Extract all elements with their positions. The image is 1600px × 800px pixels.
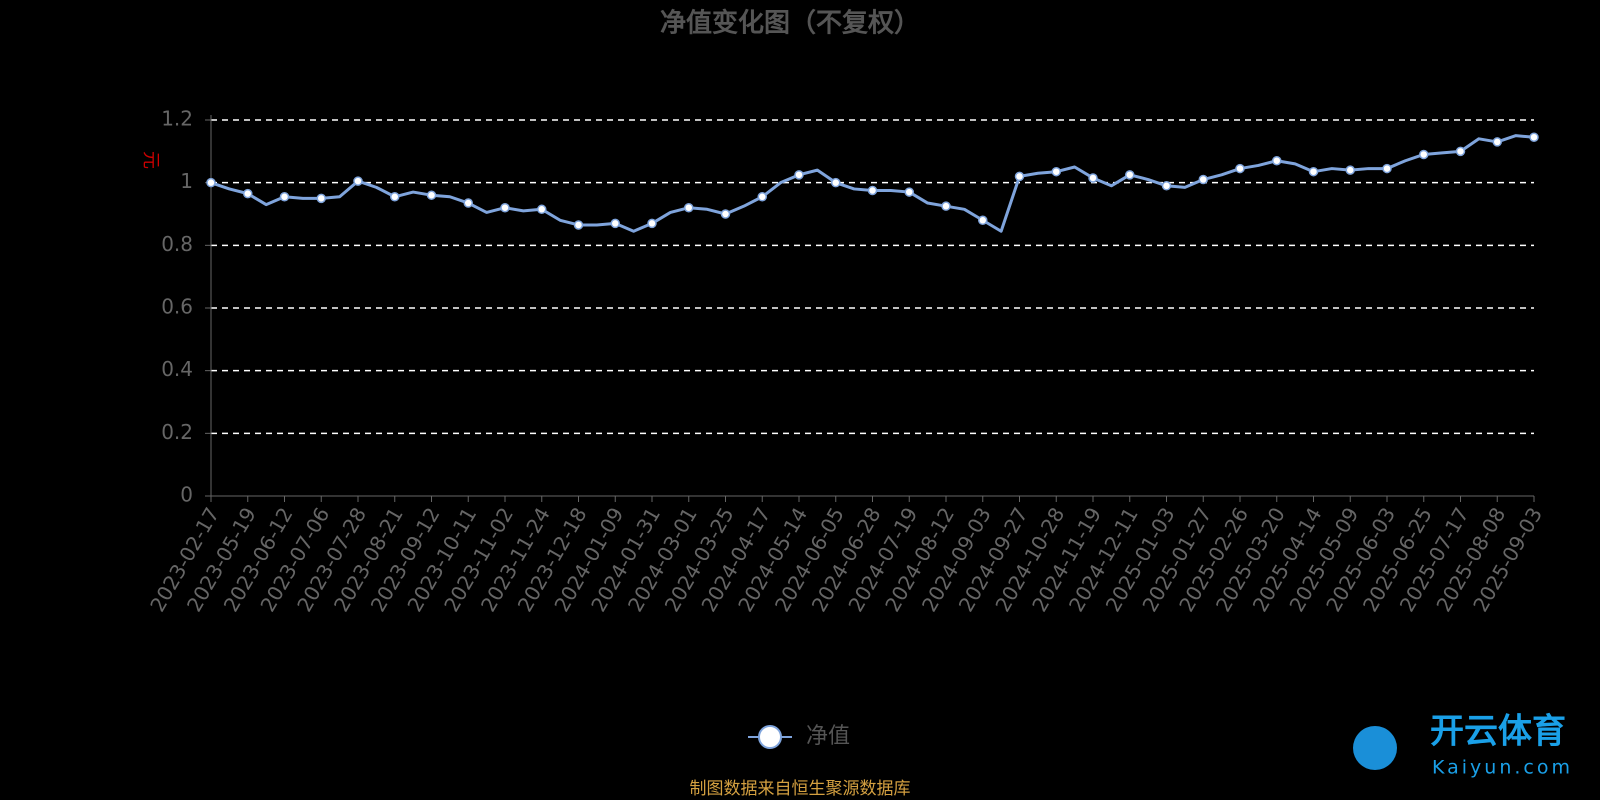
point-marker xyxy=(1529,132,1539,142)
legend-marker xyxy=(758,725,782,749)
point-marker xyxy=(1419,149,1429,160)
point-marker xyxy=(1161,181,1172,191)
point-marker xyxy=(316,193,326,204)
point-marker xyxy=(684,202,694,213)
y-axis-label: 元 xyxy=(140,151,161,169)
point-marker xyxy=(279,192,290,202)
point-marker xyxy=(978,215,988,226)
point-marker xyxy=(1125,170,1135,180)
point-marker xyxy=(610,218,620,229)
y-tick-label: 0 xyxy=(180,483,193,507)
point-marker xyxy=(720,209,731,219)
point-marker xyxy=(353,176,363,186)
point-marker xyxy=(831,177,841,188)
point-marker xyxy=(904,187,914,197)
y-tick-label: 1 xyxy=(180,169,193,193)
point-marker xyxy=(426,190,437,200)
point-marker xyxy=(573,220,584,230)
point-marker xyxy=(1051,166,1061,177)
logo-icon xyxy=(1353,726,1397,770)
legend-label: 净值 xyxy=(806,724,850,749)
point-marker xyxy=(941,201,951,211)
point-marker xyxy=(537,204,547,215)
chart-title: 净值变化图（不复权） xyxy=(660,8,920,39)
point-marker xyxy=(867,185,878,196)
point-marker xyxy=(243,188,253,199)
watermark-title: 开云体育 xyxy=(1430,712,1566,752)
series-line xyxy=(210,134,1535,233)
point-marker xyxy=(1345,165,1355,175)
point-marker xyxy=(647,218,657,229)
y-tick-label: 0.4 xyxy=(161,357,193,381)
point-marker xyxy=(1198,174,1208,185)
point-marker xyxy=(1308,166,1319,177)
point-marker xyxy=(1382,163,1392,174)
y-tick-label: 1.2 xyxy=(161,107,193,131)
point-marker xyxy=(1235,163,1245,174)
point-marker xyxy=(794,170,804,180)
point-marker xyxy=(463,198,473,208)
source-note: 制图数据来自恒生聚源数据库 xyxy=(690,779,911,799)
point-marker xyxy=(757,192,767,202)
point-marker xyxy=(500,202,510,213)
y-tick-label: 0.8 xyxy=(161,232,193,256)
y-tick-label: 0.2 xyxy=(161,420,193,444)
point-marker xyxy=(1272,155,1282,166)
watermark-subtitle: Kaiyun.com xyxy=(1432,757,1573,779)
point-marker xyxy=(206,177,216,188)
point-marker xyxy=(1492,137,1502,147)
y-tick-label: 0.6 xyxy=(161,295,193,319)
point-marker xyxy=(1088,173,1098,183)
watermark: 开云体育 Kaiyun.com xyxy=(1353,712,1573,779)
point-marker xyxy=(390,192,400,202)
point-marker xyxy=(1455,146,1466,157)
point-marker xyxy=(1014,171,1025,182)
